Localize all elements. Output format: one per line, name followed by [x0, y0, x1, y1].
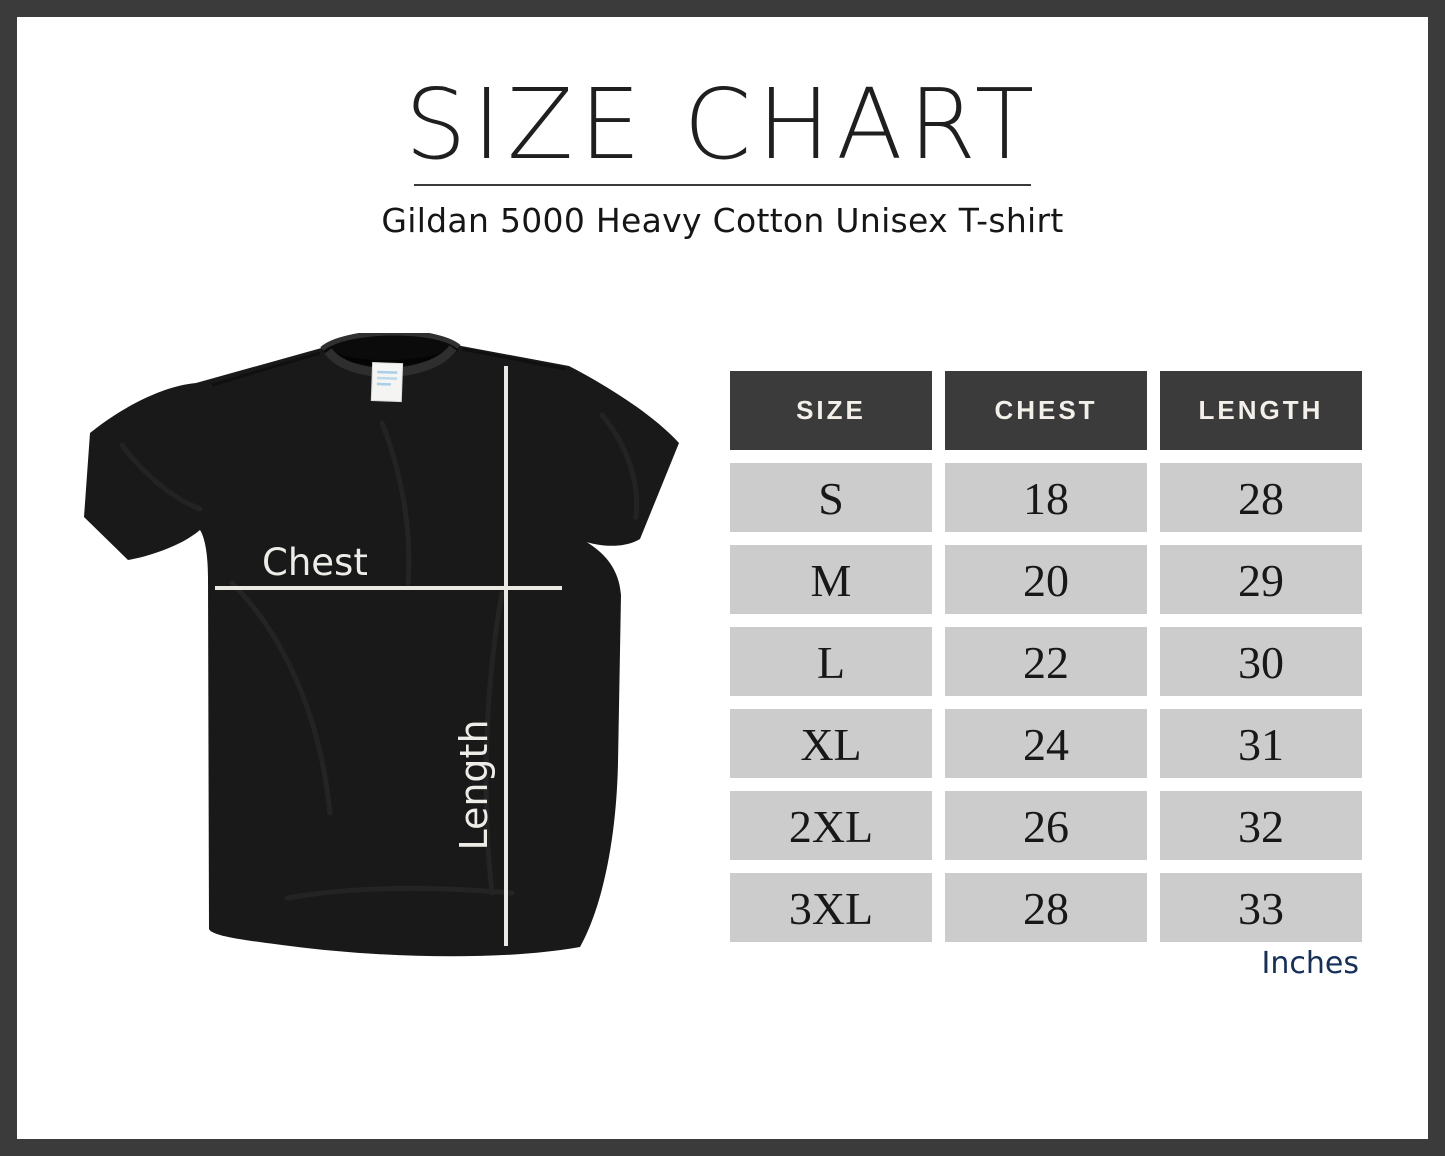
column-header-length: LENGTH	[1160, 371, 1362, 450]
table-cell-chest: 22	[945, 627, 1147, 696]
column-header-chest: CHEST	[945, 371, 1147, 450]
table-cell-length: 28	[1160, 463, 1362, 532]
table-cell-chest: 18	[945, 463, 1147, 532]
chest-label: Chest	[262, 541, 368, 584]
table-cell-size: S	[730, 463, 932, 532]
table-cell-chest: 26	[945, 791, 1147, 860]
units-label: Inches	[1261, 946, 1359, 981]
length-measure-line	[504, 366, 508, 946]
collar	[320, 333, 461, 377]
title-underline	[414, 183, 1031, 186]
product-subtitle: Gildan 5000 Heavy Cotton Unisex T-shirt	[381, 200, 1064, 240]
table-cell-size: XL	[730, 709, 932, 778]
table-cell-chest: 24	[945, 709, 1147, 778]
table-cell-length: 32	[1160, 791, 1362, 860]
size-table: SIZE CHEST LENGTH S 18 28 M 20 29 L 22 3…	[730, 371, 1362, 942]
table-cell-length: 30	[1160, 627, 1362, 696]
table-cell-chest: 28	[945, 873, 1147, 942]
table-cell-size: M	[730, 545, 932, 614]
neck-tag	[370, 362, 404, 403]
table-cell-length: 33	[1160, 873, 1362, 942]
shoulder-seams	[211, 347, 567, 387]
fabric-folds	[119, 412, 640, 901]
title-block: SIZE CHART Gildan 5000 Heavy Cotton Unis…	[0, 68, 1445, 240]
tshirt-body	[84, 345, 679, 957]
table-cell-chest: 20	[945, 545, 1147, 614]
table-cell-size: 3XL	[730, 873, 932, 942]
tshirt-photo: Chest Length	[82, 333, 682, 973]
page-title: SIZE CHART	[404, 68, 1041, 181]
length-label: Length	[452, 719, 496, 851]
chest-measure-line	[215, 586, 562, 590]
column-header-size: SIZE	[730, 371, 932, 450]
table-cell-length: 29	[1160, 545, 1362, 614]
table-cell-size: L	[730, 627, 932, 696]
tshirt-graphic	[84, 333, 679, 957]
table-cell-length: 31	[1160, 709, 1362, 778]
table-cell-size: 2XL	[730, 791, 932, 860]
